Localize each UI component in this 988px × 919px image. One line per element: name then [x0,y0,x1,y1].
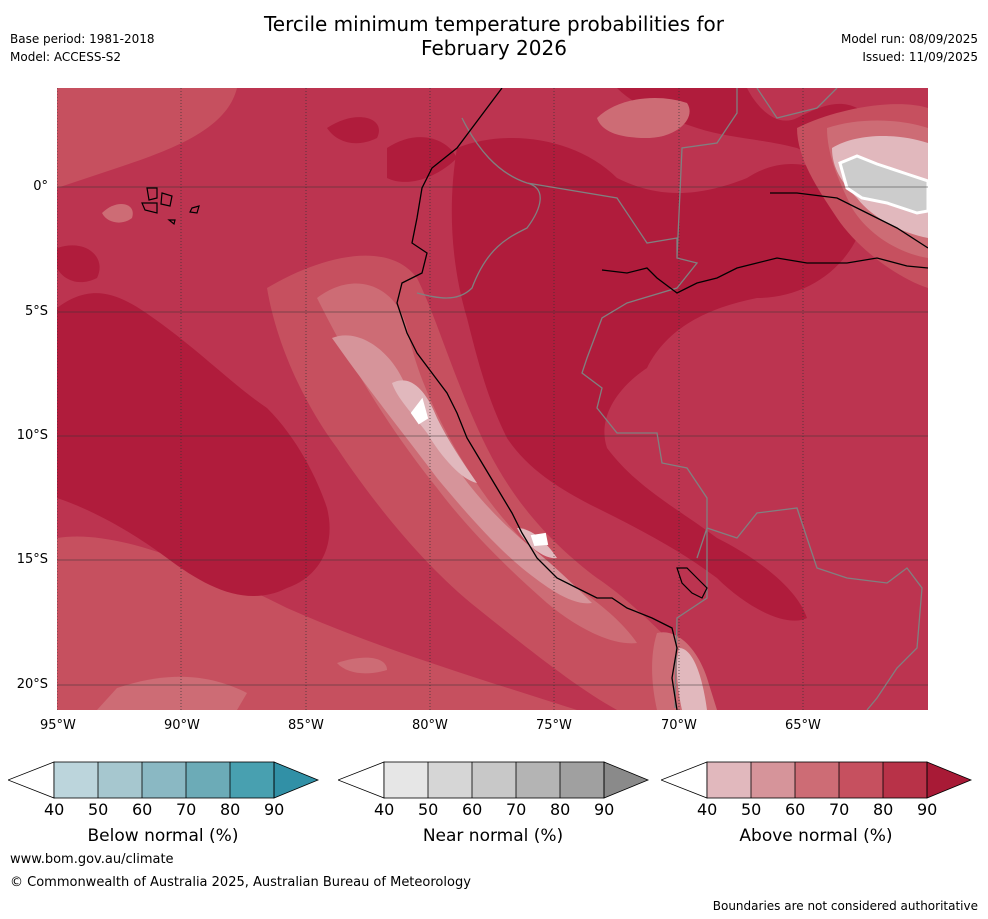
tick-near-80: 80 [550,800,571,819]
contour-40-coast [392,380,477,483]
colorbar-near-dividers [427,762,561,798]
coastline [396,88,678,710]
contour-90-north [387,137,457,182]
base-period: Base period: 1981-2018 [10,32,155,46]
contour-60-south2 [337,657,387,674]
tick-below-60: 60 [132,800,153,819]
lat-label-15s: 15°S [16,552,48,567]
tick-above-50: 50 [741,800,762,819]
colorbar-near-seg-4 [560,762,604,798]
tick-below-50: 50 [88,800,109,819]
colorbar-below-seg-1 [98,762,142,798]
colorbar-above-label: Above normal (%) [739,826,893,846]
model-name: Model: ACCESS-S2 [10,50,122,64]
parallels [57,186,928,686]
colorbar-above-seg-2 [795,762,839,798]
colorbar-below-dividers [97,762,231,798]
lon-label-95w: 95°W [40,718,76,733]
colorbar-above-white-end [661,761,708,799]
galapagos-islands [141,187,200,226]
lat-label-10s: 10°S [16,428,48,443]
lon-label-65w: 65°W [785,718,821,733]
contour-70-south [57,536,577,710]
tick-near-90: 90 [594,800,615,819]
lon-label-75w: 75°W [536,718,572,733]
contour-50-coast [332,335,592,604]
lat-label-5s: 5°S [24,304,48,319]
near-normal-patch-2 [530,532,549,547]
contour-60-west-small [102,203,133,223]
colorbar-above [661,761,973,799]
tick-near-60: 60 [462,800,483,819]
tick-below-80: 80 [220,800,241,819]
colorbar-above-seg-3 [839,762,883,798]
country-borders [416,88,923,710]
lat-label-0: 0° [33,179,48,194]
lon-label-70w: 70°W [661,718,697,733]
contour-90-amazon [451,138,857,621]
map-title: Tercile minimum temperature probabilitie… [194,12,794,60]
near-normal-patch-1 [410,397,429,425]
colorbar-above-seg-0 [707,762,751,798]
colorbar-above-arrow [926,761,973,799]
colorbar-above-frame [706,761,928,799]
colorbar-below-seg-4 [230,762,274,798]
colorbar-below-label: Below normal (%) [87,826,239,846]
colorbar-below-seg-0 [54,762,98,798]
amazon-river [601,192,928,294]
contour-90-ocean [57,293,330,597]
colorbar-near-label: Near normal (%) [422,826,564,846]
colorbar-above-dividers [750,762,884,798]
contour-90-ocean2 [327,117,379,144]
tick-near-50: 50 [418,800,439,819]
colorbar-below-arrow [273,761,320,799]
title-line-2: February 2026 [421,36,567,60]
footer-disclaimer: Boundaries are not considered authoritat… [712,899,978,913]
near-normal-ne [838,154,928,215]
colorbar-above-seg-1 [751,762,795,798]
lon-label-80w: 80°W [412,718,448,733]
lat-label-20s: 20°S [16,677,48,692]
tick-above-90: 90 [917,800,938,819]
colorbar-below-white-end [8,761,55,799]
tick-below-90: 90 [264,800,285,819]
colorbar-below-seg-2 [142,762,186,798]
tick-below-40: 40 [44,800,65,819]
colorbar-near [338,761,650,799]
issued-date: Issued: 11/09/2025 [862,50,978,64]
colorbar-above-seg-4 [883,762,927,798]
contour-70-west [57,88,237,188]
contour-90-ocean3 [57,245,100,283]
probability-map [57,88,928,710]
colorbar-near-frame [383,761,605,799]
title-line-1: Tercile minimum temperature probabilitie… [263,12,725,36]
tick-near-40: 40 [374,800,395,819]
lon-label-85w: 85°W [288,718,324,733]
tick-below-70: 70 [176,800,197,819]
contour-70-north-central [597,98,690,138]
colorbar-near-seg-3 [516,762,560,798]
colorbar-near-seg-1 [428,762,472,798]
colorbar-near-seg-2 [472,762,516,798]
colorbar-below-seg-3 [186,762,230,798]
colorbar-near-white-end [338,761,385,799]
lake-titicaca [676,567,708,599]
tick-near-70: 70 [506,800,527,819]
colorbar-near-seg-0 [384,762,428,798]
tick-above-40: 40 [697,800,718,819]
contour-40-andes-south [676,648,707,710]
model-run: Model run: 08/09/2025 [840,32,978,46]
tick-above-80: 80 [873,800,894,819]
tick-above-60: 60 [785,800,806,819]
colorbar-below-frame [53,761,275,799]
colorbar-near-arrow [603,761,650,799]
footer-url[interactable]: www.bom.gov.au/climate [10,852,174,867]
tick-above-70: 70 [829,800,850,819]
footer-copyright: © Commonwealth of Australia 2025, Austra… [10,875,471,890]
lon-label-90w: 90°W [164,718,200,733]
colorbar-below [8,761,320,799]
